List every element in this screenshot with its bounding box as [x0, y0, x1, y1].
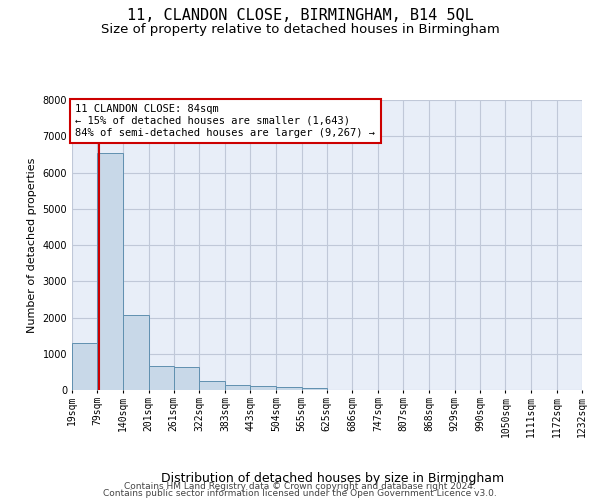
Text: Contains public sector information licensed under the Open Government Licence v3: Contains public sector information licen… — [103, 489, 497, 498]
Bar — [149, 366, 174, 390]
Bar — [72, 343, 97, 390]
Y-axis label: Number of detached properties: Number of detached properties — [27, 158, 37, 332]
Text: Contains HM Land Registry data © Crown copyright and database right 2024.: Contains HM Land Registry data © Crown c… — [124, 482, 476, 491]
Text: Distribution of detached houses by size in Birmingham: Distribution of detached houses by size … — [161, 472, 505, 485]
Bar — [250, 386, 276, 390]
Text: Size of property relative to detached houses in Birmingham: Size of property relative to detached ho… — [101, 22, 499, 36]
Bar — [302, 388, 327, 390]
Text: 11 CLANDON CLOSE: 84sqm
← 15% of detached houses are smaller (1,643)
84% of semi: 11 CLANDON CLOSE: 84sqm ← 15% of detache… — [76, 104, 376, 138]
Bar — [97, 152, 123, 390]
Bar — [276, 387, 302, 390]
Bar — [174, 367, 199, 390]
Text: 11, CLANDON CLOSE, BIRMINGHAM, B14 5QL: 11, CLANDON CLOSE, BIRMINGHAM, B14 5QL — [127, 8, 473, 22]
Bar — [123, 314, 149, 390]
Bar — [199, 381, 225, 390]
Bar — [225, 386, 250, 390]
